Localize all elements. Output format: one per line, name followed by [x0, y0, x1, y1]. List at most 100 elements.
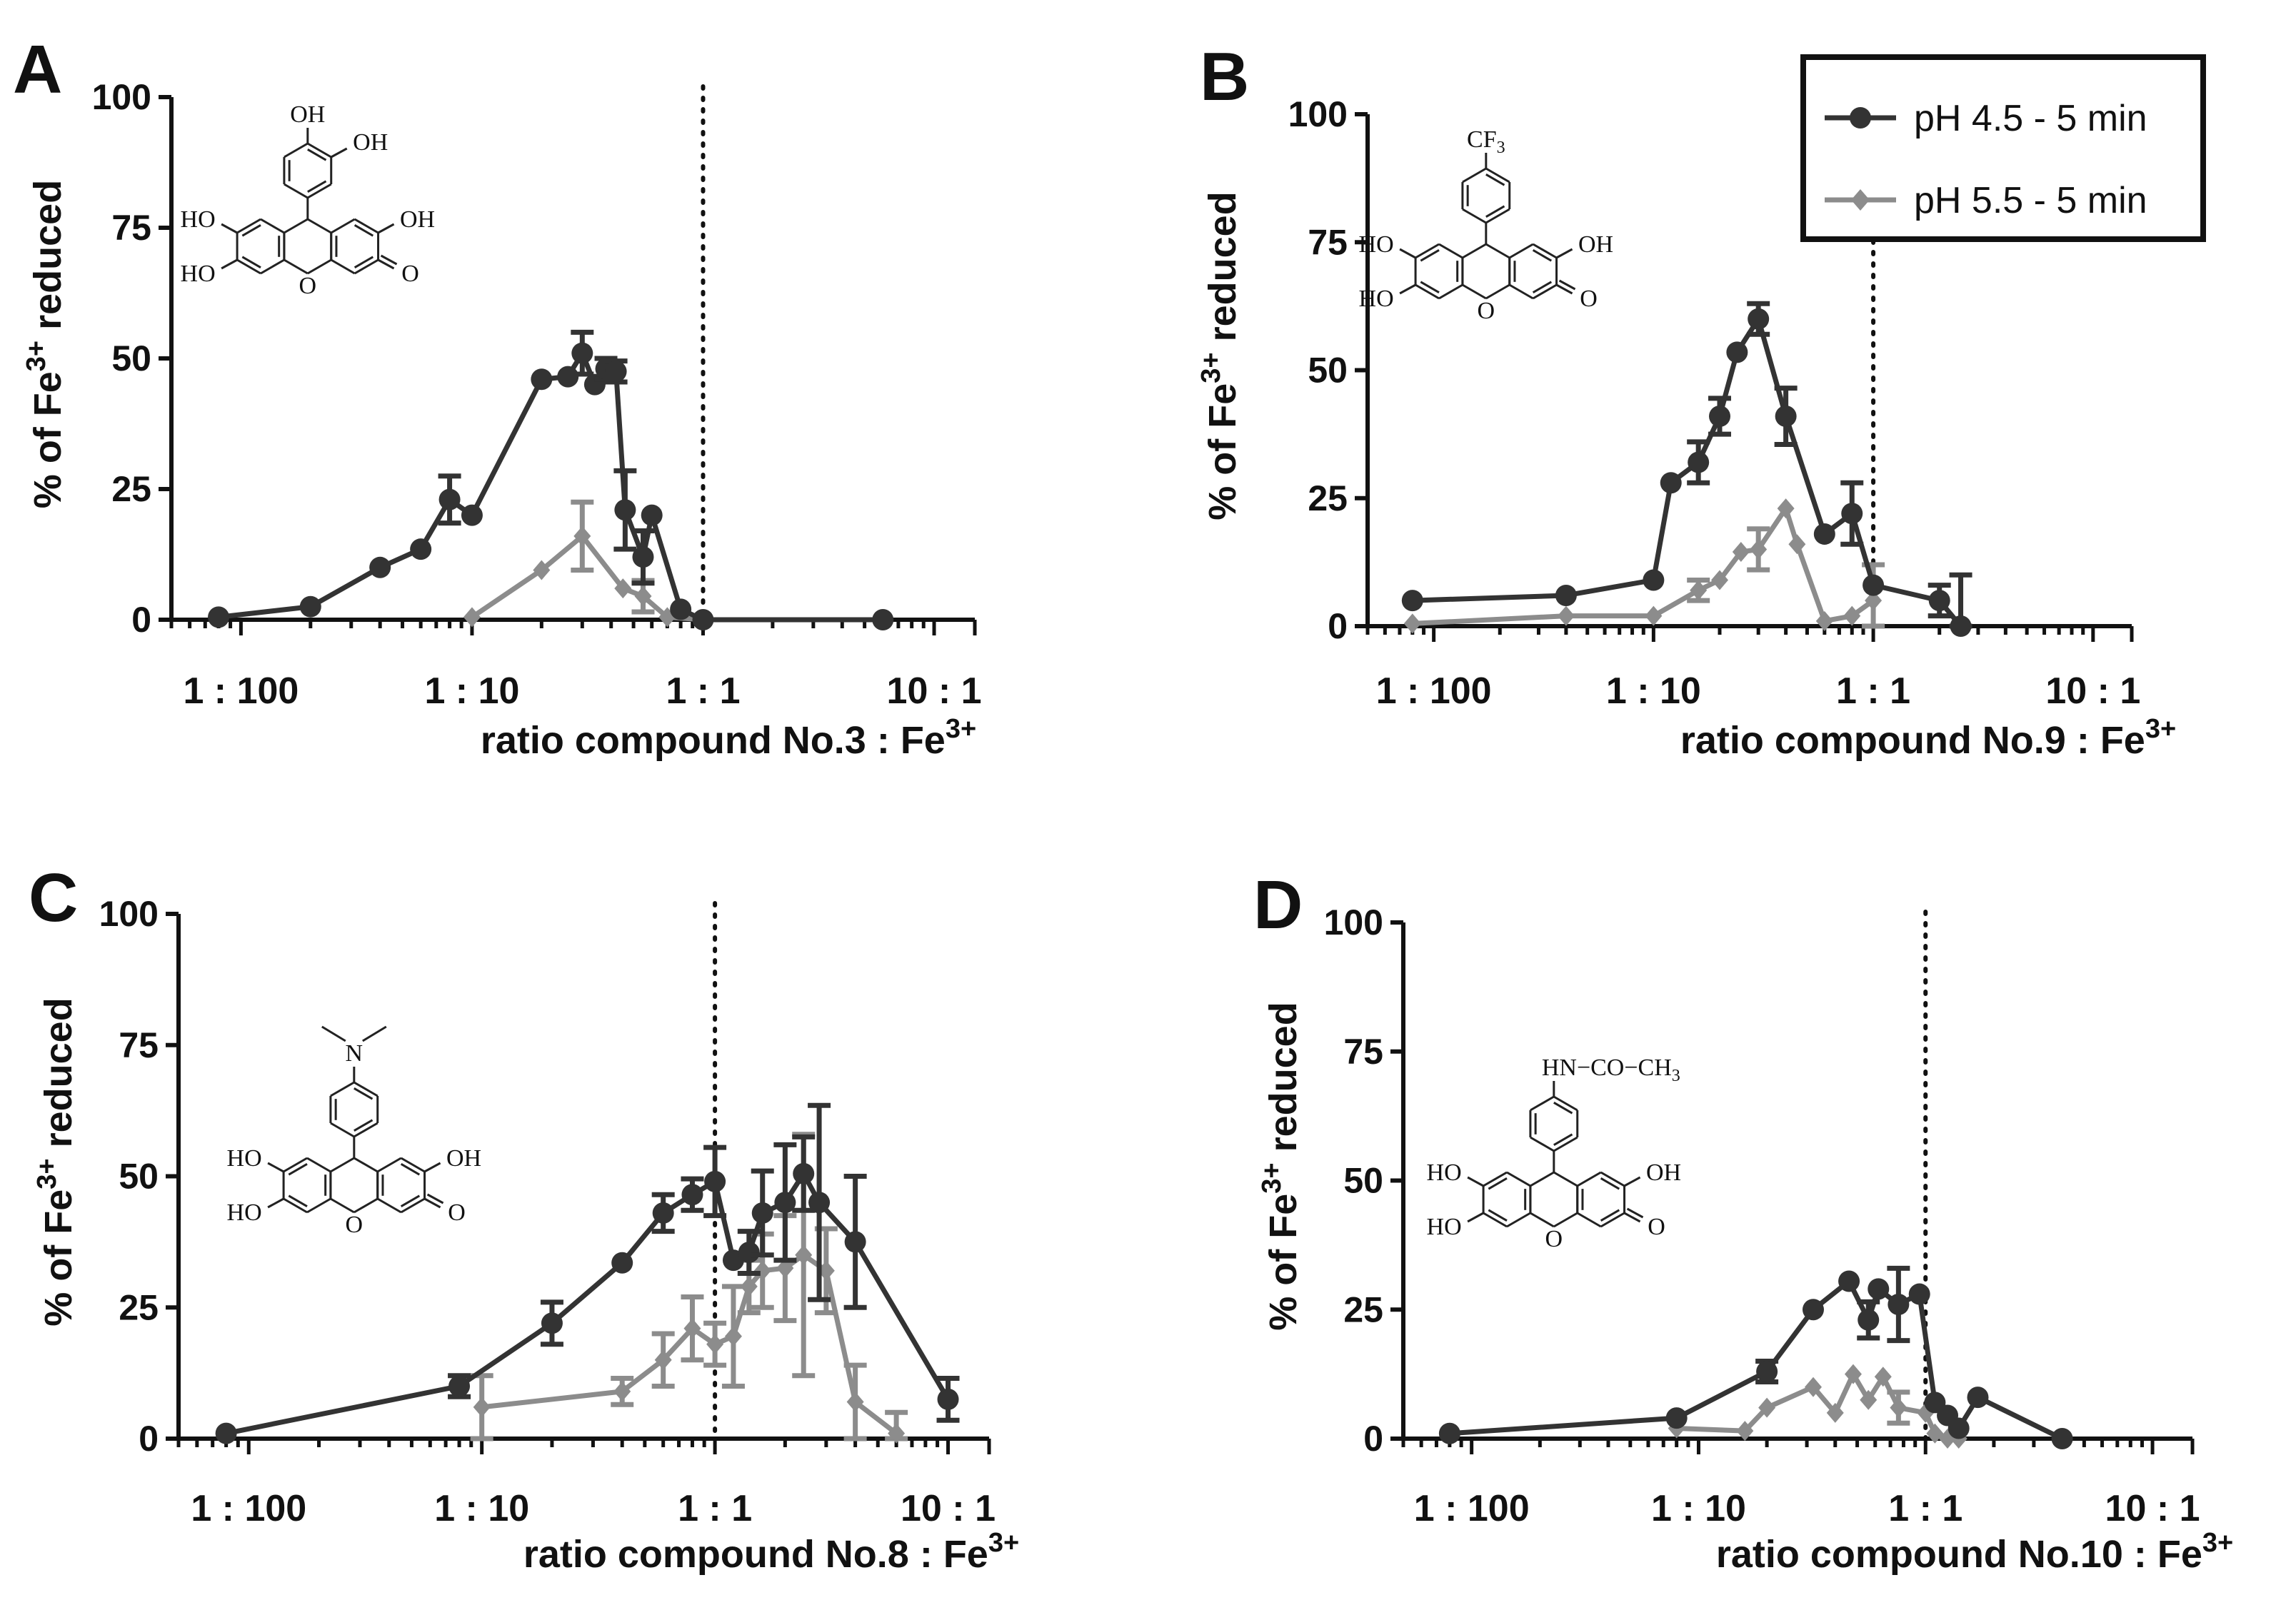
bond — [1485, 283, 1510, 300]
bond — [1420, 249, 1440, 262]
data-point — [613, 1381, 631, 1402]
panel-letter: D — [1253, 867, 1303, 943]
bond — [307, 142, 332, 159]
bond — [1485, 205, 1505, 218]
bond — [400, 1197, 426, 1214]
data-point — [872, 609, 894, 630]
bond — [354, 256, 374, 268]
bond — [354, 1081, 379, 1097]
bond — [307, 258, 332, 275]
data-point — [614, 499, 636, 521]
bond — [377, 223, 395, 234]
x-tick-label: 1 : 10 — [424, 670, 519, 712]
bond — [1553, 1171, 1578, 1187]
x-tick-label: 1 : 10 — [434, 1488, 529, 1529]
panel-A: A 0 25 50 75 100 1 : 100 1 : 10 1 : 1 10 : 1ratio… — [13, 31, 982, 762]
structure-label: CF3 — [1467, 126, 1505, 157]
data-point — [1890, 1397, 1908, 1418]
bond — [400, 1163, 421, 1176]
bond — [1467, 1176, 1484, 1187]
structure-label: O — [401, 261, 419, 287]
bond — [307, 183, 332, 199]
data-point — [641, 504, 663, 526]
data-point — [473, 1397, 491, 1417]
data-point — [573, 525, 591, 546]
data-point — [299, 595, 321, 618]
data-point — [683, 1318, 701, 1339]
bond — [1530, 1095, 1555, 1112]
legend-label: pH 4.5 - 5 min — [1914, 98, 2147, 139]
data-point — [1690, 580, 1708, 600]
bond — [284, 218, 309, 234]
data-point — [1777, 498, 1795, 519]
y-tick-label: 50 — [111, 338, 151, 378]
bond — [1555, 283, 1573, 295]
legend-marker — [1850, 107, 1871, 129]
bond — [354, 1197, 379, 1214]
y-tick-label: 75 — [1343, 1032, 1383, 1072]
data-point — [541, 1312, 563, 1334]
data-point — [1838, 1270, 1860, 1292]
structure-label: HO — [1427, 1159, 1462, 1186]
bond — [1530, 1136, 1555, 1152]
structure-label: O — [299, 273, 317, 299]
bond — [267, 1197, 284, 1209]
data-point — [652, 1202, 674, 1224]
structure-label: O — [1478, 298, 1495, 324]
bond — [1399, 248, 1416, 259]
bond — [241, 224, 261, 237]
bond — [1553, 1212, 1578, 1228]
y-tick-label: 100 — [92, 77, 151, 117]
data-point — [1555, 584, 1577, 606]
structure-label: HO — [1359, 231, 1394, 258]
y-tick-label: 75 — [1308, 222, 1348, 262]
structure-label: HO — [1359, 286, 1394, 312]
bond — [1483, 1171, 1508, 1187]
bond — [380, 254, 398, 266]
data-point — [692, 609, 714, 630]
data-point — [1950, 615, 1972, 637]
bond — [307, 218, 332, 234]
bond — [321, 1025, 346, 1042]
data-point — [1826, 1402, 1844, 1423]
bond — [306, 1197, 331, 1214]
bond — [260, 258, 285, 275]
legend-entry: pH 4.5 - 5 min — [1825, 98, 2147, 139]
series-ph45 — [1438, 1265, 2073, 1449]
bond — [1600, 1177, 1620, 1190]
bond — [377, 258, 395, 270]
data-point — [632, 546, 654, 568]
bond — [1483, 1212, 1508, 1228]
data-point — [1660, 472, 1682, 494]
bond — [236, 258, 261, 275]
data-point — [704, 1170, 726, 1192]
y-axis-label: % of Fe3+ reduced — [32, 997, 80, 1326]
bond — [1399, 283, 1416, 295]
data-point — [1788, 534, 1806, 555]
bond — [284, 142, 309, 159]
panel-letter: B — [1200, 39, 1249, 115]
bond — [1532, 249, 1553, 262]
x-axis-label: ratio compound No.10 : Fe3+ — [1716, 1528, 2233, 1576]
bond — [307, 149, 327, 161]
series-ph55 — [1403, 498, 1885, 634]
data-point — [1844, 1364, 1862, 1384]
bond — [1530, 1212, 1555, 1228]
structure-label: OH — [446, 1145, 481, 1172]
bond — [376, 1157, 402, 1173]
y-tick-label: 75 — [111, 208, 151, 248]
bond — [1488, 1209, 1508, 1222]
data-point — [1403, 613, 1421, 634]
legend-marker — [1851, 189, 1870, 211]
bond — [1623, 1176, 1641, 1187]
bond — [1415, 243, 1440, 259]
bond — [331, 147, 348, 159]
bond — [1532, 283, 1558, 300]
data-point — [531, 368, 553, 391]
bond — [284, 183, 309, 199]
data-point — [557, 366, 579, 388]
data-point — [724, 1326, 742, 1347]
bond — [288, 1163, 308, 1176]
bond — [288, 1194, 308, 1207]
data-point — [461, 504, 483, 526]
